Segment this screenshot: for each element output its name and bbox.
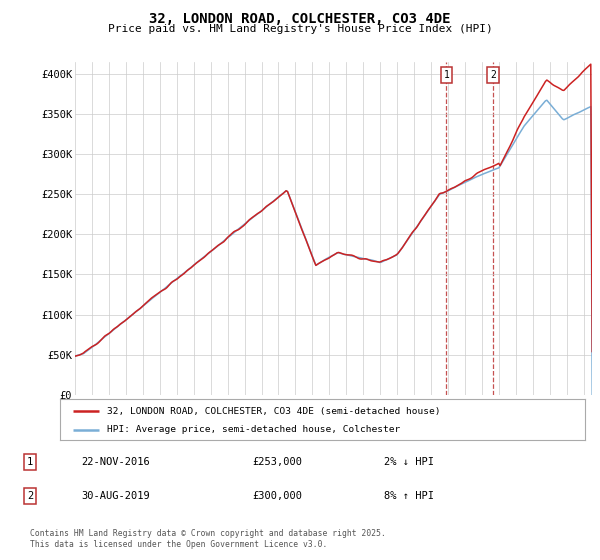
- Text: Price paid vs. HM Land Registry's House Price Index (HPI): Price paid vs. HM Land Registry's House …: [107, 24, 493, 34]
- Text: 2: 2: [490, 70, 496, 80]
- Text: HPI: Average price, semi-detached house, Colchester: HPI: Average price, semi-detached house,…: [107, 425, 401, 434]
- Text: Contains HM Land Registry data © Crown copyright and database right 2025.
This d: Contains HM Land Registry data © Crown c…: [30, 529, 386, 549]
- Text: 32, LONDON ROAD, COLCHESTER, CO3 4DE (semi-detached house): 32, LONDON ROAD, COLCHESTER, CO3 4DE (se…: [107, 407, 441, 416]
- Text: 1: 1: [27, 457, 33, 467]
- Text: 32, LONDON ROAD, COLCHESTER, CO3 4DE: 32, LONDON ROAD, COLCHESTER, CO3 4DE: [149, 12, 451, 26]
- Text: 1: 1: [443, 70, 449, 80]
- Text: 2: 2: [27, 491, 33, 501]
- Text: £300,000: £300,000: [252, 491, 302, 501]
- Text: £253,000: £253,000: [252, 457, 302, 467]
- Text: 8% ↑ HPI: 8% ↑ HPI: [384, 491, 434, 501]
- Text: 30-AUG-2019: 30-AUG-2019: [81, 491, 150, 501]
- Text: 2% ↓ HPI: 2% ↓ HPI: [384, 457, 434, 467]
- Text: 22-NOV-2016: 22-NOV-2016: [81, 457, 150, 467]
